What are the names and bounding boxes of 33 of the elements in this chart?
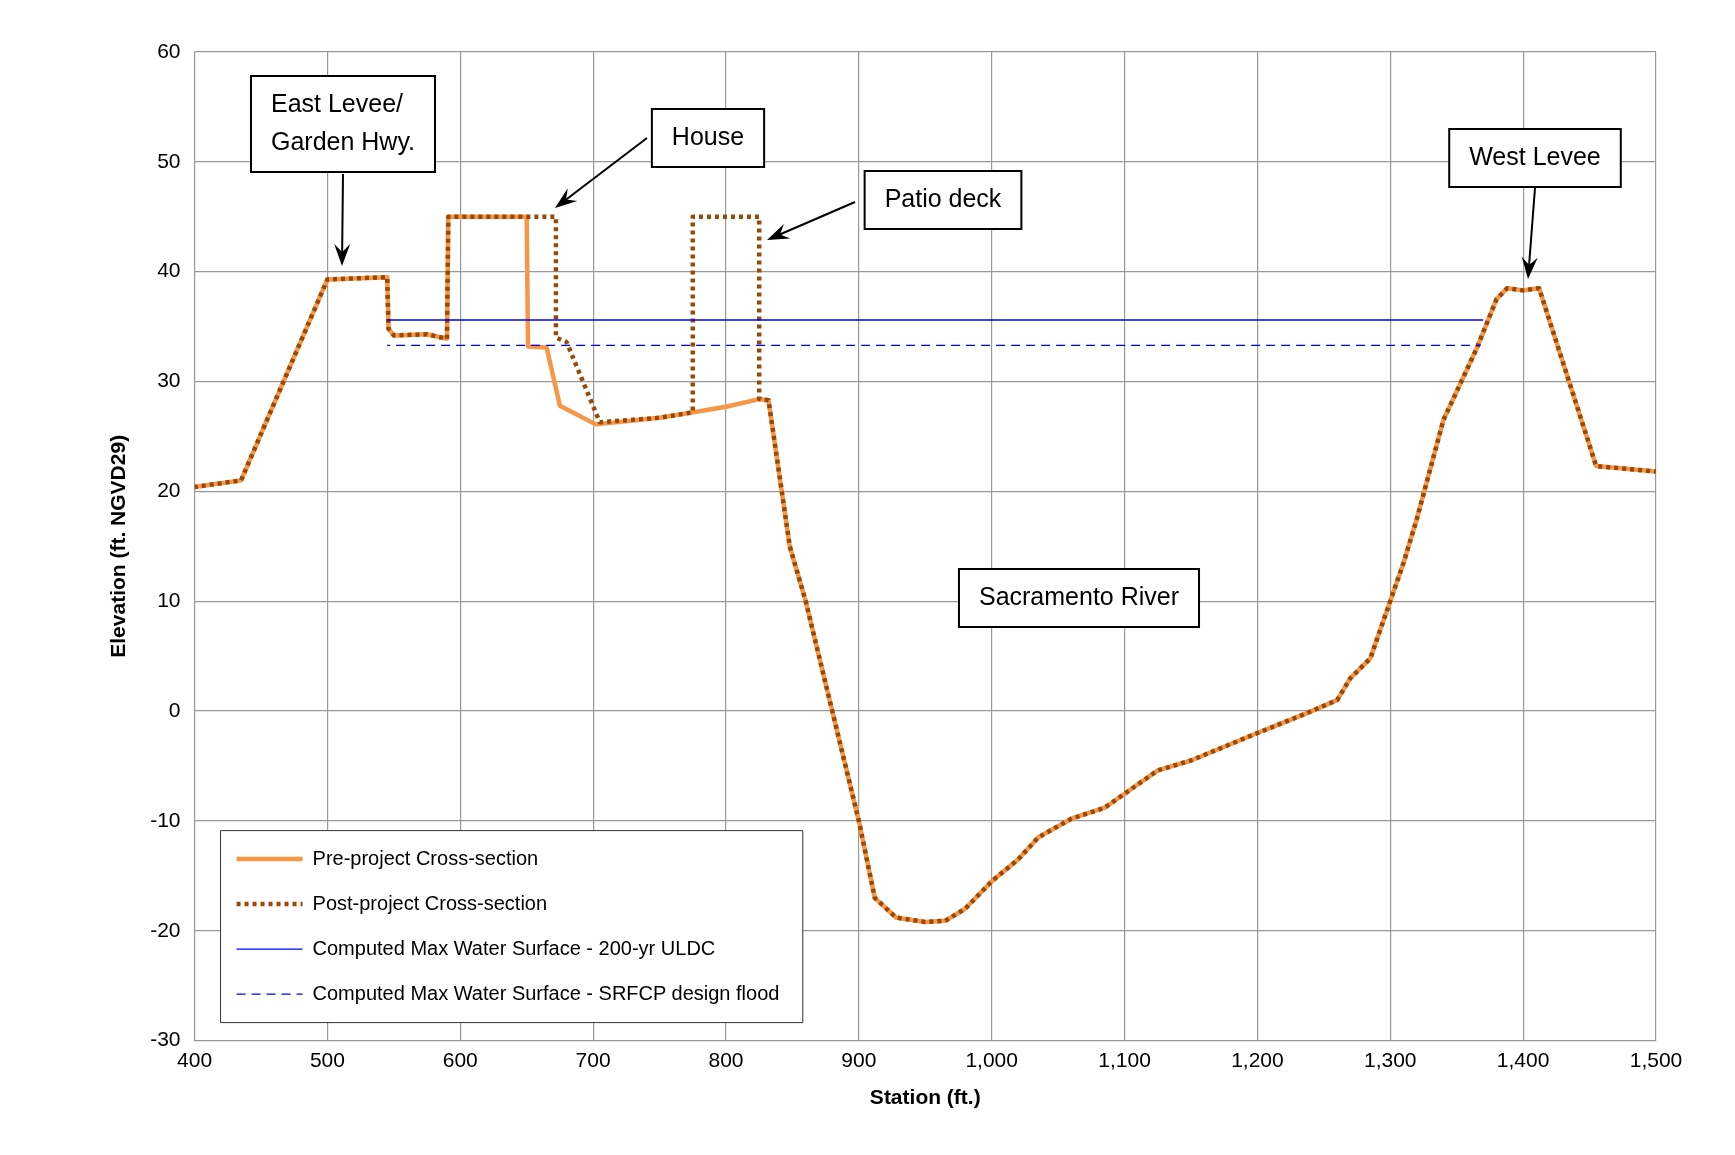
x-axis-title: Station (ft.) [869, 1085, 981, 1109]
annotation: West Levee [1469, 141, 1601, 170]
y-axis-title: Elevation (ft. NGVD29) [106, 434, 130, 658]
x-tick-label: 500 [309, 1048, 345, 1071]
x-tick-label: 1,200 [1231, 1048, 1284, 1071]
y-tick-label: -30 [150, 1027, 181, 1051]
x-tick-label: 700 [575, 1048, 611, 1071]
x-tick-label: 1,400 [1496, 1048, 1550, 1071]
y-tick-label: 20 [157, 478, 181, 502]
y-tick-label: 0 [168, 697, 181, 721]
annotation: House [671, 121, 745, 150]
y-tick-label: 60 [157, 38, 181, 62]
x-tick-label: 600 [442, 1048, 478, 1071]
x-tick-label: 900 [841, 1048, 877, 1071]
x-tick-label: 1,300 [1364, 1048, 1417, 1071]
x-tick-label: 400 [177, 1048, 213, 1071]
legend-label: Post-project Cross-section [312, 891, 548, 914]
y-tick-label: 30 [157, 368, 181, 392]
legend-label: Computed Max Water Surface - SRFCP design flood [312, 981, 780, 1004]
legend-label: Computed Max Water Surface - 200-yr ULDC [312, 936, 716, 959]
x-tick-label: 1,100 [1098, 1048, 1151, 1071]
x-tick-label: 1,000 [965, 1048, 1018, 1071]
y-tick-label: 10 [157, 588, 181, 612]
x-tick-label: 800 [708, 1048, 744, 1071]
y-tick-label: -20 [150, 917, 181, 941]
annotation: East Levee/ Garden Hwy. [270, 88, 416, 155]
x-tick-label: 1,500 [1629, 1048, 1683, 1071]
y-tick-label: 40 [157, 258, 181, 282]
annotation: Sacramento River [978, 581, 1180, 610]
y-tick-label: -10 [150, 807, 181, 831]
legend-label: Pre-project Cross-section [312, 846, 539, 869]
y-tick-label: 50 [157, 148, 181, 172]
annotation: Patio deck [884, 183, 1002, 212]
